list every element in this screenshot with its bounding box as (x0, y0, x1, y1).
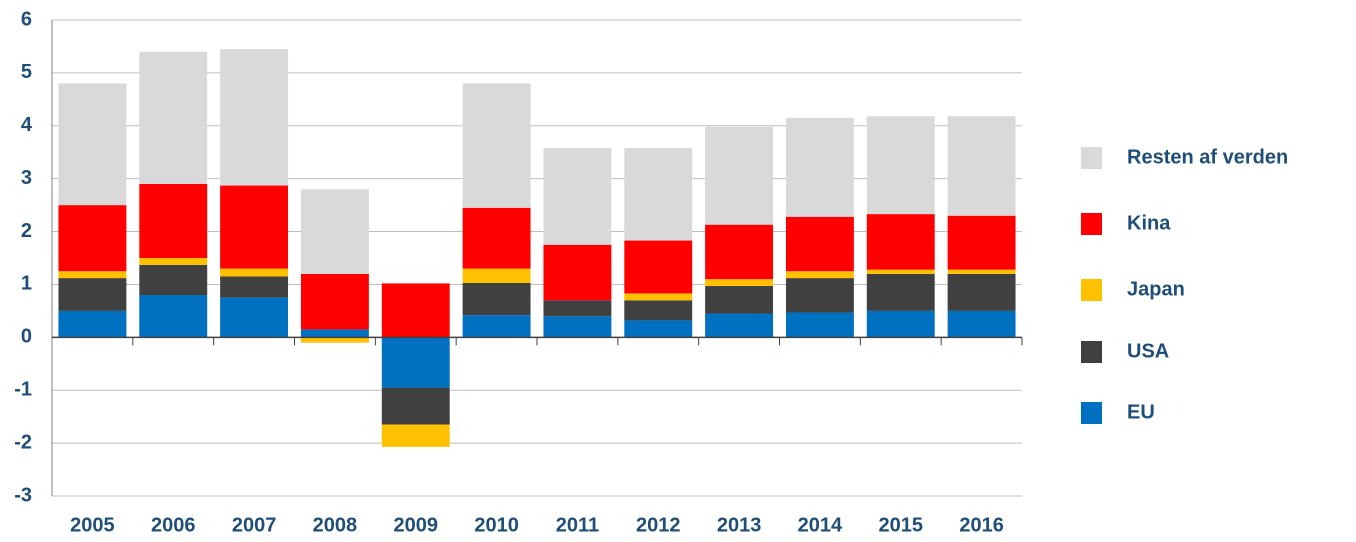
bar-segment (462, 282, 531, 316)
bar-segment (220, 49, 289, 186)
bar-segment (300, 337, 369, 343)
bar-segment (543, 244, 612, 301)
bar-segment (220, 297, 289, 338)
bar-segment (866, 116, 935, 215)
bar-segment (947, 215, 1016, 270)
y-tick-label: 2 (21, 220, 32, 242)
bar-segment (139, 258, 208, 265)
x-tick-label: 2006 (151, 514, 196, 536)
x-tick-label: 2014 (798, 514, 843, 536)
bar-segment (705, 224, 774, 280)
bar-segment (705, 286, 774, 314)
x-tick-label: 2011 (556, 514, 599, 536)
x-tick-label: 2009 (394, 514, 439, 536)
bar-segment (220, 276, 289, 298)
bar-segment (139, 183, 208, 258)
bar-segment (381, 387, 450, 425)
bar-segment (543, 300, 612, 317)
bar-segment (381, 283, 450, 338)
bar-segment (785, 117, 854, 217)
legend-swatch (1081, 341, 1102, 363)
y-tick-label: -1 (14, 379, 32, 401)
bar-segment (543, 316, 612, 338)
bar-segment (624, 293, 693, 301)
bar-segment (58, 278, 127, 311)
bar-segment (947, 273, 1016, 311)
y-tick-label: -3 (14, 484, 32, 506)
legend-swatch (1081, 402, 1102, 424)
legend-swatch (1081, 213, 1102, 235)
y-tick-label: 5 (21, 61, 32, 83)
bar-segment (705, 126, 774, 225)
bar-segment (58, 310, 127, 338)
legend-label: Resten af verden (1127, 146, 1288, 168)
legend-swatch (1081, 279, 1102, 301)
bar-segment (462, 207, 531, 269)
bar-segment (462, 315, 531, 338)
bar-segment (139, 51, 208, 184)
bar-segment (705, 313, 774, 338)
bar-segment (624, 300, 693, 321)
bar-segment (139, 295, 208, 338)
bar-segment (462, 83, 531, 208)
y-tick-label: 4 (21, 114, 33, 136)
x-tick-label: 2012 (636, 514, 681, 536)
bar-segment (220, 185, 289, 269)
bar-segment (624, 320, 693, 338)
bar-segment (58, 205, 127, 272)
bar-segment (785, 216, 854, 272)
bar-segment (381, 337, 450, 388)
bar-segment (947, 310, 1016, 338)
bar-segment (462, 268, 531, 283)
bar-segment (543, 147, 612, 245)
legend-label: Kina (1127, 212, 1171, 234)
bar-segment (705, 279, 774, 287)
bar-segment (866, 269, 935, 274)
y-tick-label: 6 (21, 8, 32, 30)
bar-segment (866, 310, 935, 338)
x-tick-label: 2013 (717, 514, 762, 536)
y-tick-label: 1 (21, 273, 32, 295)
bar-segment (58, 83, 127, 206)
bar-segment (381, 424, 450, 447)
bar-segment (866, 273, 935, 311)
legend-label: USA (1127, 340, 1169, 362)
y-tick-label: -2 (14, 431, 32, 453)
bar-segment (785, 271, 854, 279)
x-tick-label: 2016 (959, 514, 1004, 536)
bar-segment (300, 189, 369, 274)
legend-swatch (1081, 147, 1102, 169)
bar-segment (139, 264, 208, 296)
bar-segment (866, 214, 935, 270)
bar-segment (624, 240, 693, 294)
bar-segment (785, 278, 854, 313)
x-tick-label: 2005 (70, 514, 115, 536)
bar-segment (58, 271, 127, 279)
bar-segment (300, 273, 369, 330)
x-tick-label: 2010 (474, 514, 519, 536)
x-tick-label: 2007 (232, 514, 277, 536)
bar-segment (947, 269, 1016, 274)
y-tick-label: 0 (21, 326, 32, 348)
bar-segment (220, 268, 289, 277)
bar-segment (300, 329, 369, 338)
bar-segment (785, 312, 854, 338)
y-tick-label: 3 (21, 167, 32, 189)
bar-segment (947, 116, 1016, 216)
legend-label: EU (1127, 401, 1155, 423)
legend-label: Japan (1127, 278, 1185, 300)
x-tick-label: 2015 (879, 514, 924, 536)
bar-segment (624, 147, 693, 241)
x-tick-label: 2008 (313, 514, 358, 536)
